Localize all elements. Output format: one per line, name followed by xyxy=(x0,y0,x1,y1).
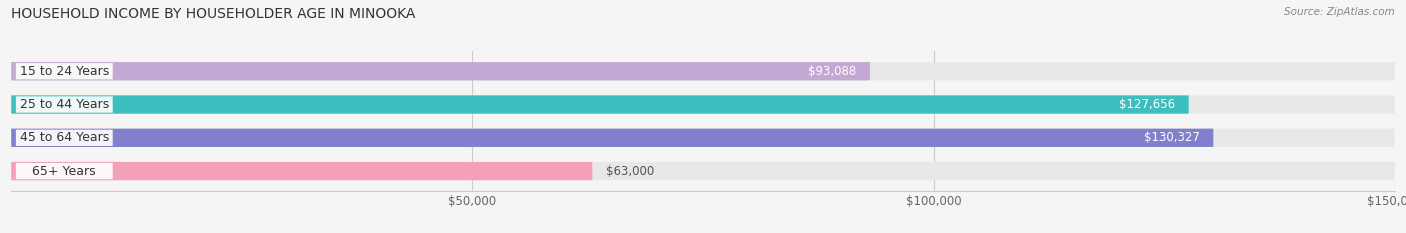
FancyBboxPatch shape xyxy=(15,163,112,179)
Text: 25 to 44 Years: 25 to 44 Years xyxy=(20,98,108,111)
Text: 45 to 64 Years: 45 to 64 Years xyxy=(20,131,108,144)
Text: $127,656: $127,656 xyxy=(1119,98,1175,111)
Text: 65+ Years: 65+ Years xyxy=(32,164,96,178)
FancyBboxPatch shape xyxy=(11,162,592,180)
Text: $63,000: $63,000 xyxy=(606,164,654,178)
FancyBboxPatch shape xyxy=(15,130,112,146)
Text: Source: ZipAtlas.com: Source: ZipAtlas.com xyxy=(1284,7,1395,17)
Text: $130,327: $130,327 xyxy=(1143,131,1199,144)
FancyBboxPatch shape xyxy=(15,63,112,79)
FancyBboxPatch shape xyxy=(11,95,1395,114)
FancyBboxPatch shape xyxy=(11,62,1395,80)
FancyBboxPatch shape xyxy=(11,62,870,80)
FancyBboxPatch shape xyxy=(11,129,1395,147)
FancyBboxPatch shape xyxy=(15,96,112,113)
FancyBboxPatch shape xyxy=(11,95,1188,114)
Text: HOUSEHOLD INCOME BY HOUSEHOLDER AGE IN MINOOKA: HOUSEHOLD INCOME BY HOUSEHOLDER AGE IN M… xyxy=(11,7,416,21)
FancyBboxPatch shape xyxy=(11,129,1213,147)
Text: $93,088: $93,088 xyxy=(808,65,856,78)
Text: 15 to 24 Years: 15 to 24 Years xyxy=(20,65,108,78)
FancyBboxPatch shape xyxy=(11,162,1395,180)
